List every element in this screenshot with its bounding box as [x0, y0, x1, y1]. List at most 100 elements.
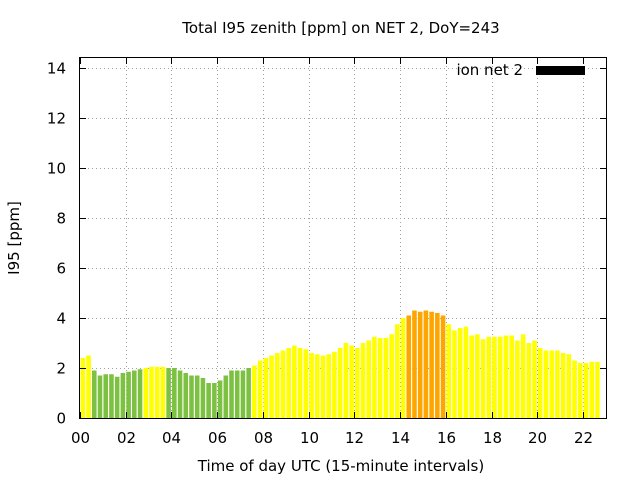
- bar: [234, 370, 240, 418]
- bar: [412, 310, 417, 418]
- bar: [452, 330, 457, 418]
- bar: [246, 368, 251, 418]
- bar: [292, 345, 297, 418]
- bar: [337, 348, 343, 418]
- bar: [109, 374, 114, 418]
- bar: [206, 383, 211, 418]
- bar: [480, 339, 486, 418]
- bar: [286, 348, 291, 418]
- bar: [97, 375, 103, 418]
- bar: [149, 366, 154, 418]
- bar: [440, 315, 446, 418]
- x-tick-label: 06: [208, 429, 227, 447]
- bar: [137, 369, 143, 418]
- bar: [303, 349, 309, 418]
- bar: [520, 334, 526, 418]
- bar: [469, 335, 474, 418]
- bar: [577, 363, 583, 418]
- bar: [326, 354, 331, 418]
- bar: [320, 355, 326, 418]
- bar: [332, 351, 337, 418]
- ticks: [80, 58, 606, 419]
- bar: [497, 336, 503, 418]
- bar: [595, 361, 600, 418]
- bar: [377, 338, 383, 418]
- y-tick-label: 8: [56, 210, 66, 228]
- bar: [526, 343, 532, 418]
- bar: [257, 360, 263, 418]
- legend-label: ion net 2: [456, 61, 523, 79]
- bar: [212, 383, 217, 418]
- bar: [166, 368, 171, 418]
- x-tick-label: 16: [437, 429, 456, 447]
- bar: [274, 353, 280, 418]
- bar: [269, 355, 274, 418]
- bar: [435, 313, 440, 418]
- x-tick-label: 02: [117, 429, 136, 447]
- bar: [446, 324, 452, 418]
- bar: [429, 311, 434, 418]
- x-tick-label: 04: [162, 429, 181, 447]
- bar: [229, 370, 234, 418]
- bar: [509, 335, 514, 418]
- bar: [543, 350, 549, 418]
- bar: [560, 353, 566, 418]
- bar: [86, 355, 91, 418]
- x-tick-label: 18: [483, 429, 502, 447]
- y-tick-label: 4: [56, 310, 66, 328]
- bar: [372, 336, 377, 418]
- bar: [389, 334, 394, 418]
- bar: [395, 324, 400, 418]
- x-tick-label: 12: [345, 429, 364, 447]
- bar: [200, 378, 206, 418]
- y-axis-label: I95 [ppm]: [5, 201, 23, 275]
- bar: [566, 354, 572, 418]
- bar: [360, 343, 366, 418]
- bar: [406, 315, 412, 418]
- bar: [154, 366, 160, 418]
- bar: [160, 366, 166, 418]
- x-tick-label: 20: [528, 429, 547, 447]
- plot-frame: [79, 57, 607, 419]
- bar: [383, 338, 389, 418]
- bar: [177, 370, 183, 418]
- bars: [80, 310, 600, 418]
- x-tick-labels: 00 02 04 06 08 10 12 14 16 18 20 22: [71, 429, 593, 447]
- bar: [463, 326, 469, 418]
- bar: [555, 350, 560, 418]
- y-tick-label: 2: [56, 360, 66, 378]
- bar: [217, 380, 223, 418]
- grid-lines: [80, 58, 606, 418]
- bar: [132, 370, 137, 418]
- bar: [314, 354, 320, 418]
- bar: [126, 371, 131, 418]
- bar: [297, 348, 303, 418]
- bar: [492, 336, 497, 418]
- bar: [589, 361, 594, 418]
- bar: [515, 340, 520, 418]
- bar: [349, 345, 354, 418]
- y-tick-label: 0: [56, 410, 66, 428]
- bar: [183, 373, 189, 418]
- bar: [532, 340, 537, 418]
- bar: [240, 370, 246, 418]
- bar: [223, 375, 229, 418]
- bar: [417, 311, 423, 418]
- bar: [366, 340, 372, 418]
- bar: [114, 376, 120, 418]
- bar: [583, 363, 589, 418]
- y-tick-label: 10: [47, 160, 66, 178]
- bar: [309, 353, 314, 418]
- bar: [103, 374, 109, 418]
- x-tick-label: 10: [300, 429, 319, 447]
- y-tick-labels: 0 2 4 6 8 10 12 14: [47, 60, 66, 428]
- y-tick-label: 14: [47, 60, 66, 78]
- x-axis-label: Time of day UTC (15-minute intervals): [197, 457, 484, 475]
- bar: [549, 350, 554, 418]
- bar: [475, 334, 480, 418]
- bar: [189, 375, 194, 418]
- bar: [194, 375, 200, 418]
- legend-swatch: [536, 66, 585, 75]
- bar: [423, 310, 429, 418]
